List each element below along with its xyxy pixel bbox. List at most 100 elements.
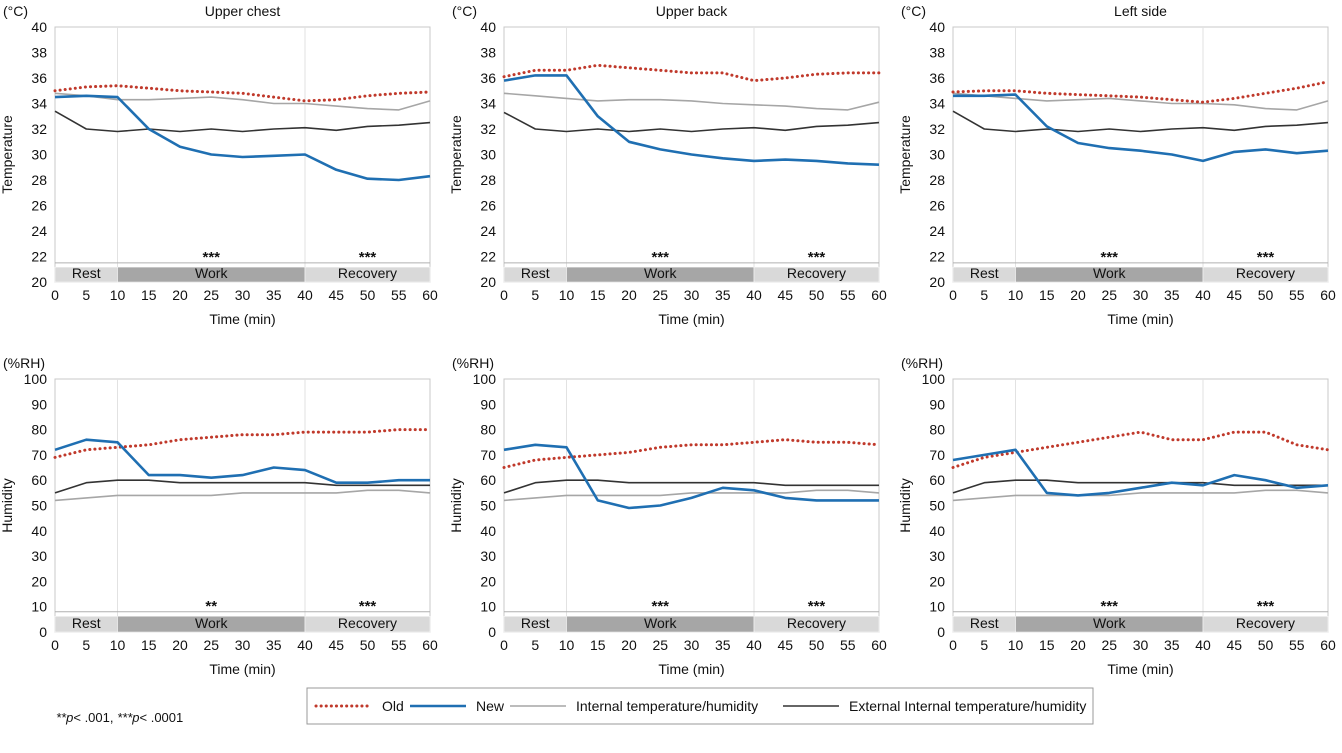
significance-marker: *** [359,249,377,266]
x-tick-label: 20 [1070,287,1086,303]
x-tick-label: 20 [621,637,637,653]
y-tick-label: 30 [480,147,496,163]
x-tick-label: 10 [110,637,126,653]
x-tick-label: 10 [559,637,575,653]
y-unit-label: (%RH) [452,355,494,371]
series-line-new [503,443,879,510]
series-line-new [54,438,430,485]
x-tick-label: 40 [1195,287,1211,303]
series-line-external-internal-temperature-humidity [503,111,880,133]
x-axis-label: Time (min) [209,311,275,327]
y-tick-label: 32 [31,121,47,137]
series-line-old [53,84,432,103]
x-tick-label: 5 [980,287,988,303]
x-tick-label: 0 [500,637,508,653]
phase-label-recovery: Recovery [338,615,397,631]
x-tick-label: 40 [1195,637,1211,653]
legend-label-external-internal-temperature-humidity: External Internal temperature/humidity [849,698,1086,714]
y-tick-label: 28 [480,172,496,188]
significance-marker: *** [1257,598,1275,615]
phase-label-rest: Rest [521,615,550,631]
x-tick-label: 0 [949,287,957,303]
chart-panel-1: Rest Work Recovery*** ***202224262830323436… [0,3,438,327]
series-line-new [953,93,1329,163]
phase-label-work: Work [195,615,228,631]
phase-label-work: Work [1093,265,1126,281]
y-tick-label: 40 [31,19,47,35]
x-tick-label: 60 [422,637,438,653]
y-tick-label: 20 [929,274,945,290]
series-line-old [53,428,432,459]
y-tick-label: 38 [480,45,496,61]
chart-panel-6: Rest Work Recovery*** ***010203040506070809… [897,355,1336,677]
x-tick-label: 50 [1258,637,1274,653]
y-tick-label: 30 [31,548,47,564]
y-tick-label: 20 [929,573,945,589]
significance-marker: *** [1100,598,1118,615]
plot-frame [952,26,1329,283]
x-tick-label: 55 [1289,637,1305,653]
y-axis-label: Temperature [0,115,15,194]
x-tick-label: 10 [110,287,126,303]
x-tick-label: 30 [235,637,251,653]
x-tick-label: 45 [1226,287,1242,303]
phase-label-rest: Rest [72,615,101,631]
y-tick-label: 40 [31,523,47,539]
series-line-external-internal-temperature-humidity [54,479,430,494]
x-tick-label: 60 [1320,287,1336,303]
y-tick-label: 80 [480,422,496,438]
x-tick-label: 35 [1164,287,1180,303]
y-unit-label: (°C) [901,3,926,19]
significance-marker: *** [359,598,377,615]
x-tick-label: 20 [1070,637,1086,653]
x-tick-label: 15 [590,287,606,303]
phase-label-work: Work [644,615,677,631]
y-tick-label: 38 [31,45,47,61]
y-tick-label: 36 [929,70,945,86]
series-line-internal-temperature-humidity [54,92,431,111]
phase-band-recovery [753,615,880,633]
x-tick-label: 5 [531,637,539,653]
y-tick-label: 10 [929,599,945,615]
legend-label-new: New [476,698,505,714]
y-tick-label: 32 [480,121,496,137]
x-tick-label: 40 [297,287,313,303]
y-tick-label: 34 [929,96,945,112]
y-tick-label: 90 [480,396,496,412]
phase-band-recovery [1202,266,1329,283]
x-tick-label: 25 [652,287,668,303]
significance-marker: *** [651,249,669,266]
y-tick-label: 60 [480,472,496,488]
phase-band-recovery [304,266,431,283]
x-axis-label: Time (min) [1107,661,1173,677]
y-tick-label: 70 [929,447,945,463]
y-tick-label: 22 [480,249,496,265]
y-tick-label: 40 [480,523,496,539]
chart-title: Upper back [656,3,729,19]
x-tick-label: 55 [1289,287,1305,303]
phase-label-rest: Rest [970,615,999,631]
y-tick-label: 40 [929,523,945,539]
chart-panel-3: Rest Work Recovery*** ***202224262830323436… [897,3,1336,327]
x-tick-label: 50 [809,287,825,303]
y-tick-label: 80 [31,422,47,438]
y-tick-label: 100 [922,371,946,387]
y-tick-label: 90 [929,396,945,412]
y-tick-label: 50 [929,498,945,514]
y-tick-label: 90 [31,396,47,412]
y-tick-label: 36 [480,70,496,86]
phase-label-work: Work [644,265,677,281]
x-tick-label: 5 [980,637,988,653]
series-line-internal-temperature-humidity [54,489,431,502]
x-tick-label: 0 [51,287,59,303]
x-tick-label: 15 [1039,637,1055,653]
plot-frame [54,26,431,283]
x-tick-label: 35 [266,287,282,303]
x-tick-label: 40 [746,287,762,303]
series-line-old [502,63,881,83]
y-tick-label: 60 [31,472,47,488]
x-tick-label: 0 [500,287,508,303]
y-tick-label: 26 [929,198,945,214]
x-tick-label: 45 [328,287,344,303]
